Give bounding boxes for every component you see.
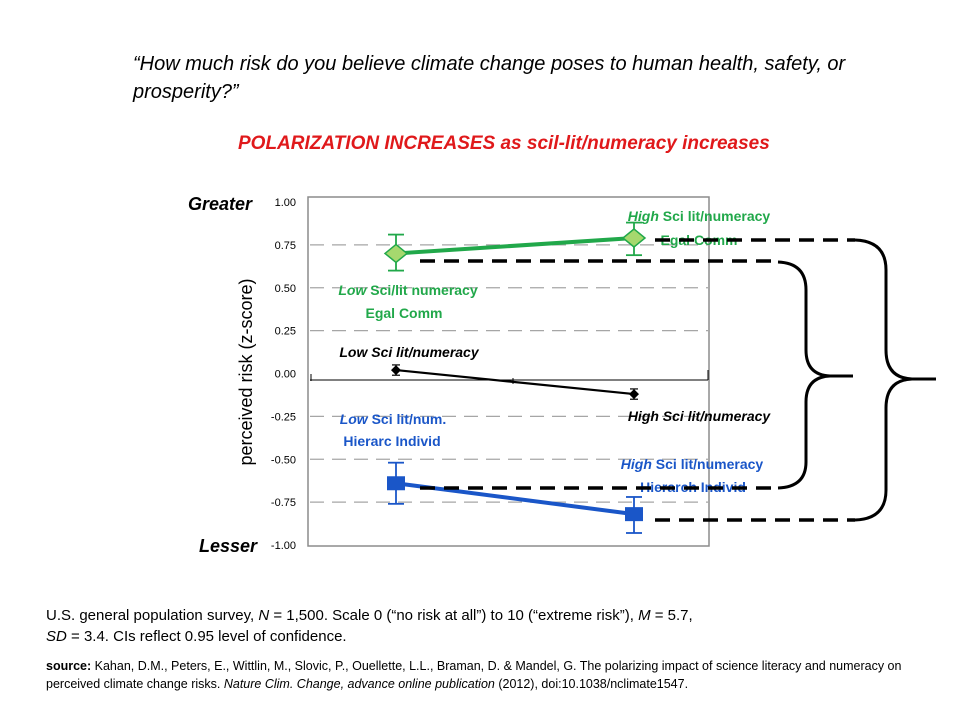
chart-subtitle: POLARIZATION INCREASES as scil-lit/numer…	[238, 133, 770, 154]
data-point-hier	[387, 476, 405, 491]
chart: 1.00 0.75 0.50 0.25 0.00 -0.25 -0.50 -0.75 -1.00…	[188, 194, 936, 556]
egal-low-line2: Egal Comm	[365, 305, 442, 321]
hier-high-annotation: High Sci lit/numeracy	[621, 456, 764, 472]
source-text2: (2012), doi:10.1038/nclimate1547.	[494, 676, 689, 691]
egal-high-line2: Egal Comm	[660, 232, 737, 248]
series-line-overall	[395, 368, 635, 396]
hier-low-em: Low	[340, 411, 369, 427]
note-n: N	[258, 607, 270, 624]
note-part3: = 5.7,	[650, 607, 693, 624]
source-journal: Nature Clim. Change, advance online publ…	[223, 676, 495, 691]
hier-low-rest: Sci lit/num.	[368, 411, 447, 427]
y-tick-label: -0.75	[271, 497, 296, 509]
note-part4: = 3.4. CIs reflect 0.95 level of confide…	[66, 628, 347, 645]
note-sd: SD	[46, 628, 67, 645]
inner-brace	[777, 260, 853, 490]
data-point-hier	[625, 507, 643, 522]
hier-high-rest: Sci lit/numeracy	[652, 456, 763, 472]
data-point-egal	[621, 228, 647, 248]
y-tick-label: -1.00	[271, 540, 296, 552]
y-tick-label: 0.50	[275, 283, 296, 295]
overall-low-annotation: Low Sci lit/numeracy	[339, 344, 479, 360]
survey-note: U.S. general population survey, N = 1,50…	[46, 605, 826, 647]
overall-high-annotation: High Sci lit/numeracy	[628, 408, 772, 424]
greater-label: Greater	[188, 194, 253, 214]
outer-brace	[854, 238, 936, 522]
y-tick-label: -0.50	[271, 454, 296, 466]
y-tick-label: 1.00	[275, 197, 296, 209]
y-tick-label: 0.25	[275, 326, 296, 338]
source-citation: source: Kahan, D.M., Peters, E., Wittlin…	[46, 658, 906, 693]
egal-high-annotation: High Sci lit/numeracy	[628, 208, 771, 224]
egal-low-em: Low	[338, 282, 367, 298]
series-line-egal	[395, 236, 635, 256]
egal-low-rest: Sci/lit numeracy	[366, 282, 477, 298]
y-tick-label: 0.75	[275, 240, 296, 252]
note-part2: = 1,500. Scale 0 (“no risk at all”) to 1…	[269, 607, 639, 624]
hier-low-annotation: Low Sci lit/num.	[340, 411, 447, 427]
question-text: “How much risk do you believe climate ch…	[133, 53, 846, 103]
data-point-overall	[391, 365, 401, 376]
egal-high-em: High	[628, 208, 659, 224]
note-part1: U.S. general population survey,	[46, 607, 259, 624]
note-m: M	[638, 607, 651, 624]
lesser-label: Lesser	[199, 536, 258, 556]
source-label: source:	[46, 659, 92, 673]
y-tick-label: 0.00	[275, 369, 296, 381]
data-point-overall	[629, 389, 639, 400]
source-text1: Kahan, D.M., Peters, E., Wittlin, M., Sl…	[46, 659, 902, 691]
egal-low-annotation: Low Sci/lit numeracy	[338, 282, 477, 298]
data-point-egal	[383, 243, 409, 264]
series-line-hier	[395, 481, 635, 517]
egal-high-rest: Sci lit/numeracy	[659, 208, 770, 224]
hier-high-em: High	[621, 456, 652, 472]
hier-low-line2: Hierarc Individ	[343, 433, 440, 449]
y-tick-label: -0.25	[271, 411, 296, 423]
y-axis-label: perceived risk (z-score)	[236, 278, 256, 465]
